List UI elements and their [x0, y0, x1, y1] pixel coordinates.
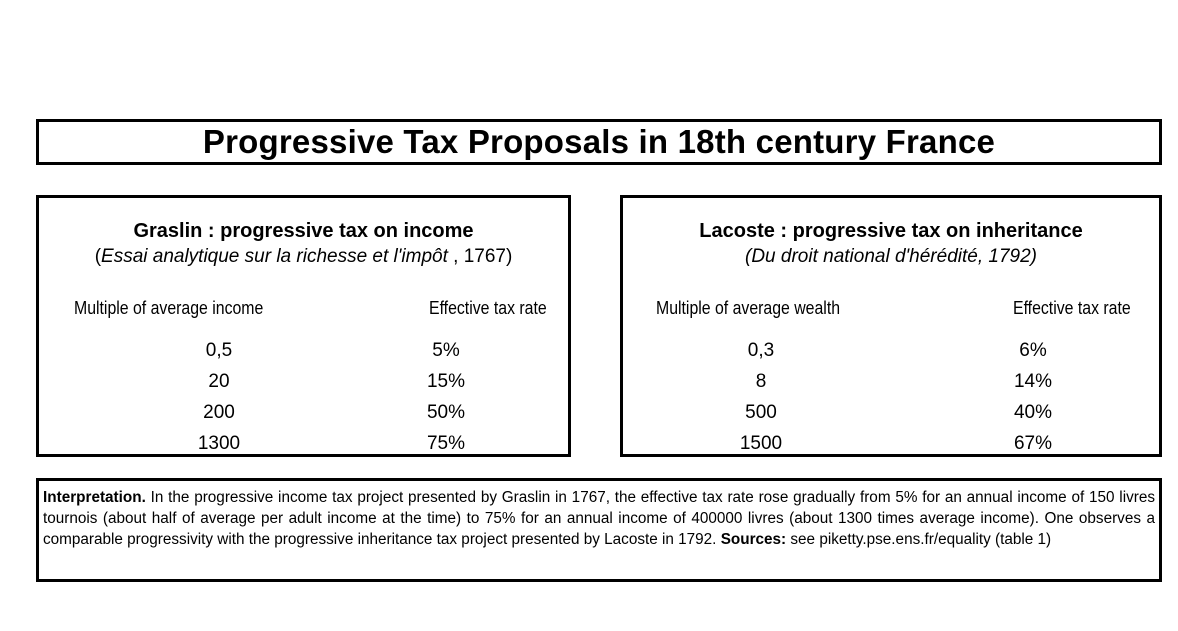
table-row: 0,5 5% — [39, 336, 568, 367]
lacoste-rows: 0,3 6% 8 14% 500 40% 1500 67% — [623, 336, 1159, 460]
table-row: 20 15% — [39, 367, 568, 398]
rate-cell: 75% — [426, 433, 466, 454]
rate-cell: 40% — [1013, 402, 1053, 423]
graslin-rows: 0,5 5% 20 15% 200 50% 1300 75% — [39, 336, 568, 460]
lacoste-title: Lacoste : progressive tax on inheritance — [699, 220, 1083, 242]
rate-cell: 50% — [426, 402, 466, 423]
lacoste-col-multiple-header: Multiple of average wealth — [656, 298, 841, 318]
interpretation-label: Interpretation. — [43, 489, 146, 506]
table-row: 500 40% — [623, 398, 1159, 429]
graslin-subtitle-open: ( — [94, 246, 102, 267]
table-row: 0,3 6% — [623, 336, 1159, 367]
table-row: 200 50% — [39, 398, 568, 429]
table-row: 1500 67% — [623, 429, 1159, 460]
table-row: 1300 75% — [39, 429, 568, 460]
rate-cell: 5% — [432, 340, 460, 361]
page-title: Progressive Tax Proposals in 18th centur… — [36, 119, 1162, 165]
sources-text: see piketty.pse.ens.fr/equality (table 1… — [786, 531, 1052, 548]
lacoste-panel: Lacoste : progressive tax on inheritance… — [620, 195, 1162, 457]
multiple-cell: 500 — [745, 402, 777, 423]
interpretation-note: Interpretation. In the progressive incom… — [36, 478, 1162, 582]
graslin-col-multiple-header: Multiple of average income — [74, 298, 264, 318]
graslin-panel: Graslin : progressive tax on income (Ess… — [36, 195, 571, 457]
graslin-table: Multiple of average income Effective tax… — [39, 298, 568, 460]
lacoste-subtitle: (Du droit national d'hérédité, 1792) — [745, 246, 1037, 267]
graslin-subtitle: (Essai analytique sur la richesse et l'i… — [39, 244, 568, 269]
graslin-subtitle-year: , 1767) — [447, 246, 513, 267]
multiple-cell: 0,3 — [747, 340, 775, 361]
graslin-col-rate-header: Effective tax rate — [429, 298, 547, 318]
graslin-title: Graslin : progressive tax on income — [133, 220, 474, 242]
lacoste-header: Lacoste : progressive tax on inheritance… — [623, 219, 1159, 269]
table-row: 8 14% — [623, 367, 1159, 398]
rate-cell: 67% — [1013, 433, 1053, 454]
multiple-cell: 1300 — [197, 433, 241, 454]
rate-cell: 6% — [1019, 340, 1047, 361]
graslin-subtitle-work: Essai analytique sur la richesse et l'im… — [101, 246, 448, 267]
rate-cell: 14% — [1013, 371, 1053, 392]
rate-cell: 15% — [426, 371, 466, 392]
multiple-cell: 0,5 — [205, 340, 233, 361]
lacoste-col-rate-header: Effective tax rate — [1013, 298, 1131, 318]
multiple-cell: 200 — [203, 402, 235, 423]
multiple-cell: 1500 — [739, 433, 783, 454]
graslin-header: Graslin : progressive tax on income (Ess… — [39, 219, 568, 269]
multiple-cell: 8 — [755, 371, 767, 392]
interpretation-body: In the progressive income tax project pr… — [43, 489, 1155, 548]
graslin-table-header: Multiple of average income Effective tax… — [39, 298, 568, 322]
lacoste-table-header: Multiple of average wealth Effective tax… — [623, 298, 1159, 322]
lacoste-table: Multiple of average wealth Effective tax… — [623, 298, 1159, 460]
multiple-cell: 20 — [208, 371, 230, 392]
sources-label: Sources: — [720, 531, 787, 548]
